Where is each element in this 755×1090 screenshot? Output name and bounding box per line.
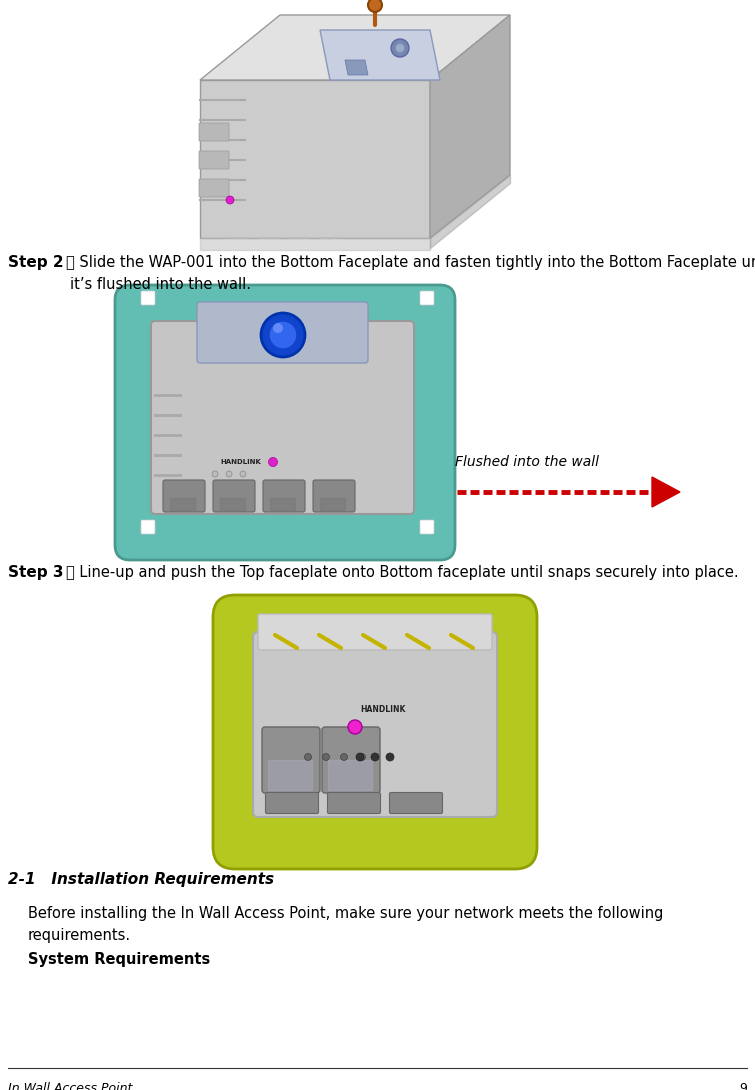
Text: HANDLINK: HANDLINK: [360, 705, 405, 715]
FancyBboxPatch shape: [328, 792, 381, 813]
Polygon shape: [170, 498, 195, 510]
Circle shape: [261, 313, 305, 358]
Circle shape: [226, 471, 232, 477]
Polygon shape: [200, 80, 430, 238]
Circle shape: [341, 753, 347, 761]
Circle shape: [322, 753, 329, 761]
Text: In Wall Access Point: In Wall Access Point: [8, 1082, 132, 1090]
Text: it’s flushed into the wall.: it’s flushed into the wall.: [70, 277, 251, 292]
FancyBboxPatch shape: [115, 284, 455, 560]
FancyBboxPatch shape: [163, 480, 205, 512]
Text: ： Line-up and push the Top faceplate onto Bottom faceplate until snaps securely : ： Line-up and push the Top faceplate ont…: [66, 565, 738, 580]
Polygon shape: [320, 498, 345, 510]
FancyBboxPatch shape: [213, 595, 537, 869]
Text: 2-1   Installation Requirements: 2-1 Installation Requirements: [8, 872, 274, 887]
Circle shape: [356, 753, 364, 761]
Text: ： Slide the WAP-001 into the Bottom Faceplate and fasten tightly into the Bottom: ： Slide the WAP-001 into the Bottom Face…: [66, 255, 755, 270]
Circle shape: [304, 753, 312, 761]
FancyBboxPatch shape: [253, 632, 497, 818]
FancyBboxPatch shape: [199, 152, 229, 169]
Polygon shape: [430, 15, 510, 238]
Text: System Requirements: System Requirements: [28, 952, 210, 967]
Text: Flushed into the wall: Flushed into the wall: [455, 455, 599, 469]
Text: Before installing the In Wall Access Point, make sure your network meets the fol: Before installing the In Wall Access Poi…: [28, 906, 664, 921]
Text: 9: 9: [739, 1082, 747, 1090]
Text: Step 3: Step 3: [8, 565, 63, 580]
Circle shape: [273, 323, 283, 334]
FancyBboxPatch shape: [262, 727, 320, 794]
FancyBboxPatch shape: [313, 480, 355, 512]
Circle shape: [348, 720, 362, 734]
Circle shape: [212, 471, 218, 477]
Circle shape: [226, 196, 234, 204]
Text: HANDLINK: HANDLINK: [220, 459, 261, 465]
FancyBboxPatch shape: [199, 179, 229, 197]
Circle shape: [240, 471, 246, 477]
Circle shape: [386, 753, 394, 761]
Polygon shape: [270, 498, 295, 510]
FancyBboxPatch shape: [199, 123, 229, 141]
FancyBboxPatch shape: [420, 291, 434, 305]
Circle shape: [359, 753, 365, 761]
Circle shape: [391, 39, 409, 57]
Polygon shape: [328, 760, 372, 790]
FancyBboxPatch shape: [322, 727, 380, 794]
Polygon shape: [268, 760, 312, 790]
FancyBboxPatch shape: [266, 792, 319, 813]
FancyBboxPatch shape: [213, 480, 255, 512]
FancyBboxPatch shape: [141, 291, 155, 305]
FancyBboxPatch shape: [197, 302, 368, 363]
Polygon shape: [220, 498, 245, 510]
Polygon shape: [652, 477, 680, 507]
Text: requirements.: requirements.: [28, 928, 131, 943]
Circle shape: [269, 320, 297, 349]
FancyBboxPatch shape: [390, 792, 442, 813]
FancyBboxPatch shape: [258, 614, 492, 650]
Circle shape: [368, 0, 382, 12]
FancyBboxPatch shape: [420, 520, 434, 534]
Text: Step 2: Step 2: [8, 255, 63, 270]
Polygon shape: [320, 31, 440, 80]
Circle shape: [395, 43, 405, 53]
FancyBboxPatch shape: [151, 320, 414, 514]
Polygon shape: [200, 15, 510, 80]
FancyBboxPatch shape: [141, 520, 155, 534]
FancyBboxPatch shape: [263, 480, 305, 512]
Circle shape: [371, 753, 379, 761]
Circle shape: [269, 458, 278, 467]
Polygon shape: [345, 60, 368, 75]
